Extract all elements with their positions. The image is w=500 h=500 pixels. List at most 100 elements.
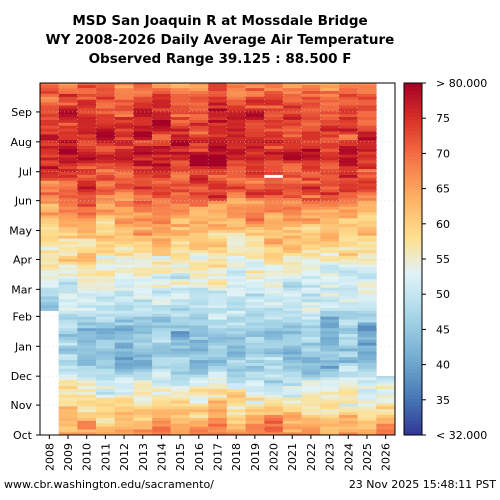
heatmap-cell: [152, 380, 172, 384]
heatmap-cell: [170, 270, 190, 274]
heatmap-cell: [338, 356, 358, 361]
heatmap-cell: [264, 432, 284, 436]
heatmap-cell: [301, 377, 321, 381]
heatmap-cell: [264, 325, 284, 329]
heatmap-cell: [357, 290, 377, 294]
heatmap-cell: [58, 380, 78, 384]
heatmap-cell: [245, 252, 265, 256]
heatmap-cell: [282, 113, 302, 118]
heatmap-cell: [226, 414, 246, 418]
heatmap-cell: [208, 330, 228, 335]
heatmap-cell: [40, 246, 59, 251]
heatmap-cell: [133, 348, 153, 352]
heatmap-cell: [357, 137, 377, 141]
heatmap-cell: [152, 99, 172, 103]
heatmap-cell: [208, 232, 228, 236]
heatmap-cell: [40, 148, 59, 152]
heatmap-cell: [133, 394, 153, 398]
heatmap-cell: [376, 394, 396, 398]
heatmap-cell: [133, 275, 153, 280]
heatmap-cell: [338, 275, 358, 280]
heatmap-cell: [301, 408, 321, 413]
heatmap-cell: [357, 368, 377, 372]
heatmap-cell: [133, 362, 153, 366]
heatmap-cell: [338, 238, 358, 242]
heatmap-cell: [189, 339, 209, 343]
heatmap-cell: [226, 394, 246, 398]
colorbar-segment: [404, 127, 422, 132]
x-tick-label: 2011: [99, 443, 112, 471]
heatmap-cell: [245, 229, 265, 233]
heatmap-cell: [152, 400, 172, 404]
heatmap-cell: [77, 270, 97, 274]
heatmap-cell: [357, 351, 377, 355]
heatmap-cell: [264, 93, 284, 97]
heatmap-cell: [208, 362, 228, 366]
heatmap-cell: [282, 142, 302, 146]
heatmap-cell: [320, 220, 340, 225]
heatmap-cell: [301, 110, 321, 115]
heatmap-cell: [58, 284, 78, 288]
heatmap-cell: [133, 339, 153, 343]
heatmap-cell: [245, 432, 265, 436]
heatmap-cell: [320, 296, 340, 300]
heatmap-cell: [357, 148, 377, 152]
colorbar-segment: [404, 321, 422, 326]
heatmap-cell: [189, 307, 209, 311]
heatmap-cell: [264, 249, 284, 254]
colorbar-segment: [404, 156, 422, 161]
heatmap-cell: [40, 87, 59, 92]
heatmap-cell: [282, 191, 302, 196]
heatmap-cell: [264, 356, 284, 361]
heatmap-cell: [245, 426, 265, 430]
heatmap-cell: [58, 426, 78, 430]
heatmap-cell: [357, 186, 377, 190]
heatmap-cell: [245, 281, 265, 285]
heatmap-cell: [208, 304, 228, 308]
heatmap-cell: [58, 351, 78, 355]
heatmap-cell: [226, 139, 246, 144]
heatmap-cell: [282, 125, 302, 129]
heatmap-cell: [189, 145, 209, 149]
colorbar-segment: [404, 207, 422, 212]
heatmap-cell: [77, 163, 97, 167]
heatmap-cell: [282, 174, 302, 178]
heatmap-cell: [338, 96, 358, 100]
heatmap-cell: [58, 272, 78, 277]
heatmap-cell: [58, 261, 78, 265]
heatmap-cell: [264, 414, 284, 418]
heatmap-cell: [189, 142, 209, 146]
heatmap-cell: [245, 377, 265, 381]
heatmap-cell: [114, 183, 134, 187]
heatmap-cell: [96, 87, 116, 92]
heatmap-cell: [189, 215, 209, 219]
heatmap-cell: [170, 362, 190, 366]
heatmap-cell: [96, 241, 116, 245]
heatmap-cell: [357, 296, 377, 300]
heatmap-cell: [301, 229, 321, 233]
heatmap-cell: [58, 108, 78, 112]
heatmap-cell: [338, 385, 358, 390]
heatmap-cell: [114, 131, 134, 135]
x-tick-label: 2012: [118, 443, 131, 471]
heatmap-cell: [376, 406, 396, 410]
heatmap-cell: [282, 119, 302, 123]
heatmap-cell: [245, 232, 265, 236]
heatmap-cell: [152, 339, 172, 343]
heatmap-cell: [133, 209, 153, 213]
heatmap-cell: [40, 171, 59, 175]
heatmap-cell: [40, 186, 59, 190]
heatmap-cell: [40, 203, 59, 207]
heatmap-cell: [338, 157, 358, 161]
heatmap-cell: [77, 261, 97, 265]
heatmap-cell: [152, 345, 172, 349]
heatmap-cell: [189, 423, 209, 427]
heatmap-cell: [152, 83, 172, 86]
heatmap-cell: [338, 313, 358, 317]
heatmap-cell: [133, 212, 153, 216]
heatmap-cell: [189, 353, 209, 358]
heatmap-cell: [301, 293, 321, 297]
heatmap-cell: [58, 200, 78, 204]
heatmap-cell: [282, 400, 302, 404]
heatmap-cell: [357, 374, 377, 378]
